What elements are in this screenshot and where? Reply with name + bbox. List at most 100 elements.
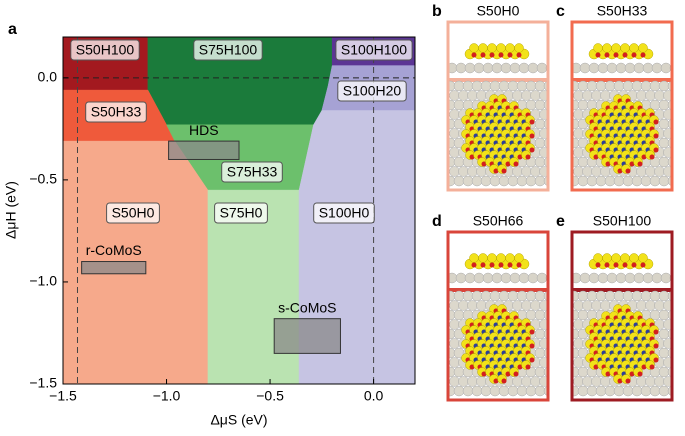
x-axis-label: ΔμS (eV) xyxy=(210,412,267,428)
atom xyxy=(586,290,598,302)
atom xyxy=(600,166,611,177)
atom xyxy=(525,385,537,397)
atom xyxy=(512,300,523,311)
atom xyxy=(500,272,512,284)
atom xyxy=(645,300,656,311)
atom xyxy=(673,377,683,387)
atom xyxy=(604,262,610,268)
atom xyxy=(593,154,599,160)
structure-panel: b S50H0 xyxy=(432,3,559,192)
panel-frame xyxy=(570,20,674,192)
atom xyxy=(529,133,535,139)
atom xyxy=(573,90,584,101)
atom xyxy=(638,253,648,263)
atom xyxy=(653,133,659,139)
atom xyxy=(591,90,602,101)
atom xyxy=(658,99,670,111)
atom xyxy=(593,364,599,370)
atom xyxy=(487,253,497,263)
atom xyxy=(640,52,646,58)
atom xyxy=(579,62,591,74)
atom xyxy=(658,156,670,168)
atom xyxy=(549,110,559,120)
divider xyxy=(448,78,548,82)
atom xyxy=(496,43,506,53)
atom xyxy=(642,272,654,284)
atom xyxy=(631,175,643,187)
atom xyxy=(539,90,548,101)
atom xyxy=(613,175,625,187)
atom xyxy=(624,62,636,74)
atom xyxy=(673,320,683,330)
atom xyxy=(507,52,513,58)
atom xyxy=(525,364,531,370)
atom xyxy=(467,166,478,177)
atom xyxy=(509,272,521,284)
atom xyxy=(539,376,548,387)
atom xyxy=(582,376,593,387)
atom xyxy=(534,347,546,359)
atom xyxy=(507,290,519,302)
atom xyxy=(469,43,479,53)
atom xyxy=(516,385,528,397)
atom xyxy=(629,161,635,167)
atom xyxy=(595,290,607,302)
atom xyxy=(636,166,647,177)
atom xyxy=(534,366,546,378)
atom xyxy=(458,376,469,387)
atom xyxy=(631,290,643,302)
atom xyxy=(549,320,559,330)
atom xyxy=(658,309,670,321)
atom xyxy=(604,52,610,58)
atom xyxy=(449,300,460,311)
atom xyxy=(615,272,627,284)
condition-box xyxy=(273,318,341,354)
atom xyxy=(640,290,652,302)
region-label: S50H0 xyxy=(112,205,155,221)
divider xyxy=(572,288,672,292)
atom xyxy=(449,376,460,387)
atom xyxy=(625,168,631,174)
atom xyxy=(480,80,492,92)
atom xyxy=(653,147,659,153)
region-label: S50H100 xyxy=(76,42,135,58)
y-tick-label: 0.0 xyxy=(38,69,58,85)
atom xyxy=(525,290,537,302)
atom xyxy=(653,329,659,335)
region-label: S75H33 xyxy=(227,164,278,180)
atom xyxy=(498,52,504,58)
panel-label: c xyxy=(556,3,565,20)
atom xyxy=(517,364,523,370)
atom xyxy=(505,253,515,263)
atom xyxy=(631,262,637,268)
x-tick-label: −1.0 xyxy=(153,388,181,404)
atom xyxy=(658,175,670,187)
atom xyxy=(591,376,602,387)
panel-label: d xyxy=(432,213,442,230)
atom xyxy=(534,385,546,397)
atom xyxy=(529,343,535,349)
divider xyxy=(448,288,548,292)
atom xyxy=(534,99,546,111)
atom xyxy=(620,253,630,263)
atom xyxy=(588,272,600,284)
atom xyxy=(579,272,591,284)
atom xyxy=(653,119,659,125)
atom xyxy=(449,166,460,177)
atom xyxy=(631,52,637,58)
atom xyxy=(649,80,661,92)
atom xyxy=(476,376,487,387)
atom xyxy=(453,385,465,397)
atom xyxy=(471,385,483,397)
atom xyxy=(481,161,487,167)
atom xyxy=(573,338,584,349)
atom xyxy=(480,290,492,302)
panel-frame xyxy=(570,230,674,402)
region-label-box xyxy=(313,202,375,224)
atom xyxy=(505,371,511,377)
panel-label: b xyxy=(432,3,442,20)
atom xyxy=(471,290,483,302)
atom xyxy=(539,300,548,311)
panel-title: S50H66 xyxy=(473,213,524,229)
atom xyxy=(638,43,648,53)
